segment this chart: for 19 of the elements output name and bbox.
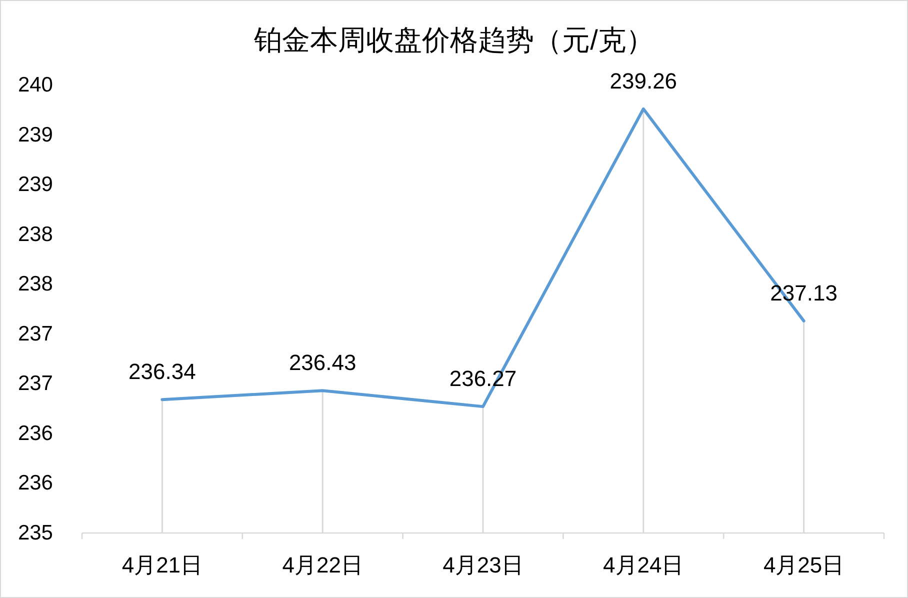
- data-label: 236.43: [288, 350, 356, 376]
- y-tick-label: 236: [18, 422, 53, 445]
- y-tick-label: 238: [18, 272, 53, 296]
- y-tick-label: 239: [18, 173, 53, 196]
- y-tick-label: 239: [18, 123, 53, 146]
- data-label: 239.26: [610, 68, 678, 94]
- data-label: 236.34: [128, 359, 196, 384]
- y-tick-label: 237: [18, 372, 53, 396]
- x-tick-label: 4月21日: [122, 552, 203, 578]
- x-tick-label: 4月22日: [282, 552, 363, 578]
- x-tick-label: 4月25日: [763, 552, 844, 578]
- y-tick-label: 238: [18, 222, 53, 246]
- y-tick-label: 236: [18, 472, 53, 495]
- title: 铂金本周收盘价格趋势（元/克）: [254, 24, 654, 56]
- x-tick-label: 4月24日: [603, 552, 684, 578]
- y-tick-label: 237: [18, 322, 53, 346]
- x-tick-label: 4月23日: [442, 552, 524, 578]
- y-tick-label: 240: [18, 74, 53, 96]
- y-tick-label: 235: [18, 522, 53, 544]
